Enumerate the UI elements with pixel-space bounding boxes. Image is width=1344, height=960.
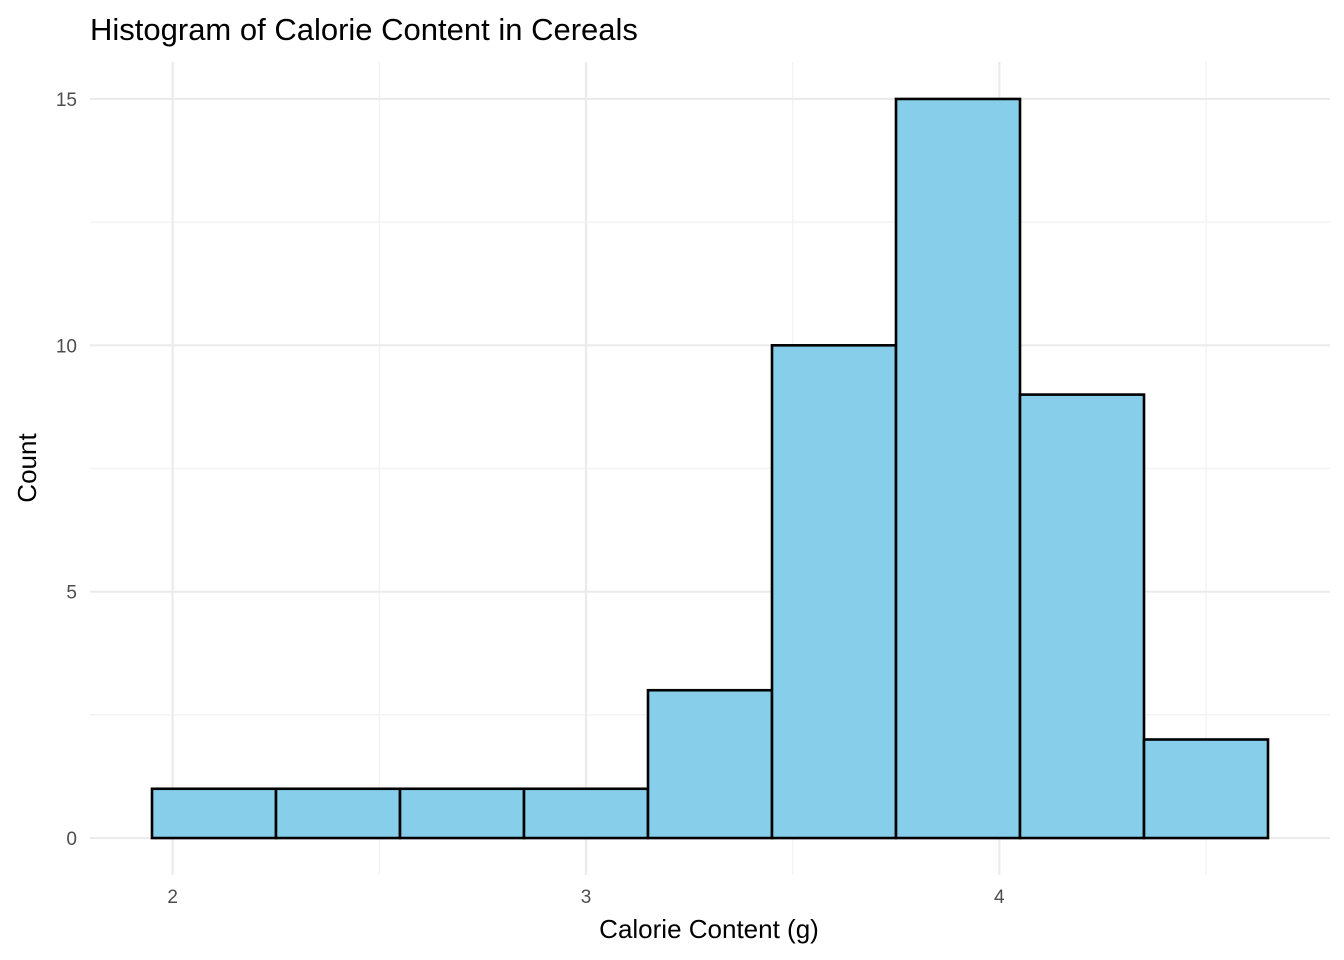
y-axis-ticks: 0 5 10 15 — [56, 90, 77, 850]
y-tick-label: 15 — [56, 90, 77, 111]
histogram-bar — [770, 344, 898, 840]
x-axis-label: Calorie Content (g) — [599, 914, 819, 944]
chart-title: Histogram of Calorie Content in Cereals — [90, 12, 638, 47]
histogram-bar — [398, 787, 526, 840]
bars — [150, 97, 1270, 840]
histogram-bar — [274, 787, 402, 840]
x-tick-label: 4 — [994, 887, 1005, 908]
histogram-bar — [1018, 393, 1146, 840]
y-tick-label: 0 — [66, 829, 77, 850]
x-tick-label: 3 — [581, 887, 592, 908]
histogram-bar — [522, 787, 650, 840]
histogram-bar — [646, 688, 774, 840]
histogram-bar — [894, 97, 1022, 840]
histogram-bar — [150, 787, 278, 840]
y-tick-label: 5 — [66, 583, 77, 604]
x-axis-ticks: 2 3 4 — [167, 887, 1005, 908]
y-tick-label: 10 — [56, 336, 77, 357]
histogram-bar — [1142, 738, 1270, 840]
x-tick-label: 2 — [167, 887, 178, 908]
y-axis-label: Count — [12, 433, 42, 503]
